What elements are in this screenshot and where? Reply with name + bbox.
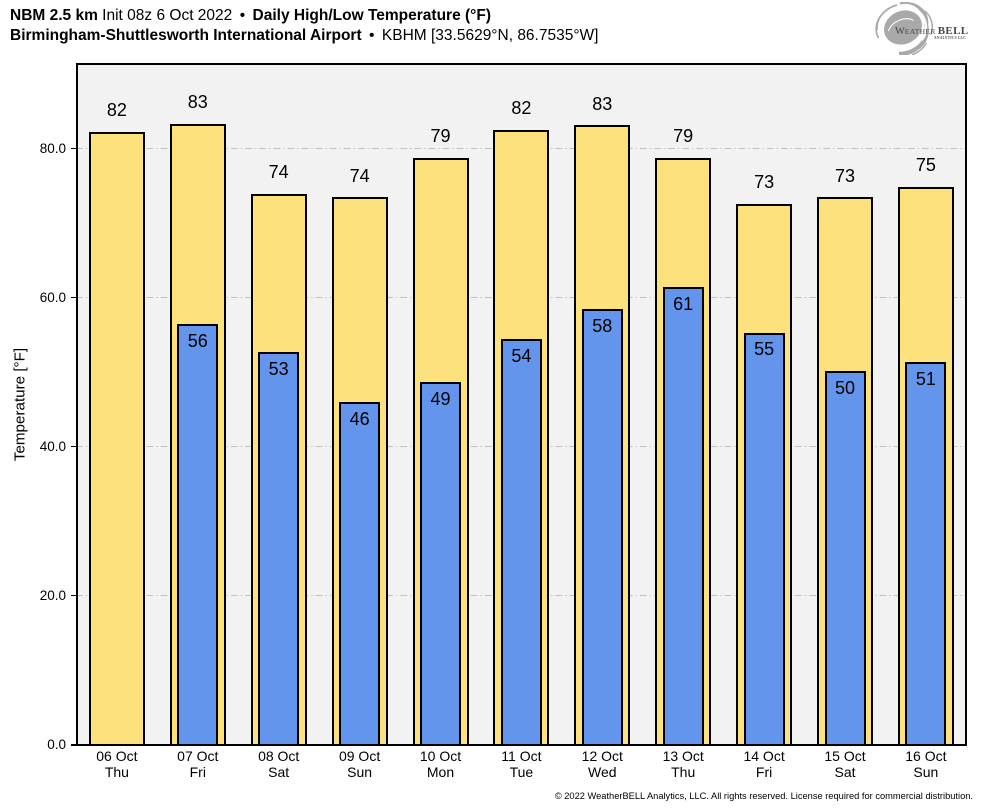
svg-text:EATHER: EATHER (905, 27, 937, 36)
svg-text:BELL: BELL (938, 25, 969, 37)
svg-text:W: W (895, 26, 905, 37)
svg-text:ANALYTICS LLC: ANALYTICS LLC (934, 36, 966, 40)
